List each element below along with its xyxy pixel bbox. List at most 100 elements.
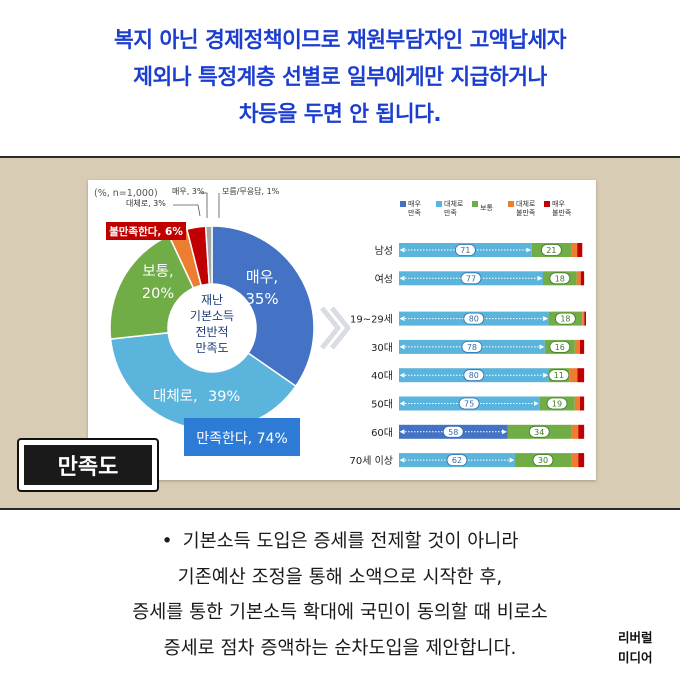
legend-label-4: 불만족	[552, 208, 572, 217]
satisfaction-tag: 만족도	[17, 438, 159, 492]
chevron-right-icon	[320, 306, 351, 350]
bar-satisfied-value: 58	[448, 428, 458, 437]
slice-label-somewhat-dissatisfied: 대체로, 3%	[126, 198, 166, 208]
headline-line-3: 차등을 두면 안 됩니다.	[238, 102, 442, 127]
bar-satisfied-value: 80	[469, 371, 479, 380]
bar-category-label: 여성	[375, 273, 393, 285]
bar-category-label: 남성	[375, 245, 393, 257]
chart-panel: 재난 기본소득 전반적 만족도 (%, n=1,000) 매우, 35% 대체로, 3…	[88, 180, 596, 480]
legend-label-1: 만족	[444, 208, 457, 217]
bar-neutral-pill	[555, 312, 576, 325]
bar-neutral-value: 18	[555, 274, 565, 283]
bar-satisfied-value: 71	[460, 246, 470, 255]
bar-neutral-value: 21	[546, 246, 556, 255]
bar-neutral-value: 18	[560, 315, 570, 324]
slice-label-neutral: 보통,	[142, 264, 173, 280]
headline-line-2: 제외나 특정계층 선별로 일부에게만 지급하거나	[133, 65, 547, 90]
bar-very-dissatisfied	[580, 271, 585, 286]
bar-satisfied-pill	[463, 312, 485, 325]
legend-label-2: 보통	[480, 204, 493, 212]
bullet: •	[161, 531, 173, 552]
slice-value-very-satisfied: 35%	[245, 290, 278, 308]
bar-very-dissatisfied	[577, 368, 585, 383]
brand-logo-line-2: 미디어	[618, 650, 653, 665]
bar-satisfied-pill	[442, 425, 464, 438]
legend-swatch-4	[544, 201, 550, 207]
bar-very-dissatisfied	[578, 453, 585, 468]
donut-center-label: 재난 기본소득 전반적 만족도	[190, 293, 234, 355]
bar-satisfied-value: 62	[452, 456, 462, 465]
bar-neutral-value: 11	[554, 371, 564, 380]
bar-satisfied-value: 80	[469, 315, 479, 324]
bar-satisfied-pill	[446, 454, 468, 467]
sample-note: (%, n=1,000)	[94, 188, 158, 199]
donut-chart	[109, 225, 315, 431]
bar-neutral-value: 30	[538, 456, 548, 465]
body-line-1: • 기본소득 도입은 증세를 전제할 것이 아니라	[0, 524, 680, 560]
donut-hole	[168, 284, 256, 372]
brand-logo-line-1: 리버럴	[618, 630, 653, 645]
bar-very-dissatisfied	[579, 396, 585, 411]
bar-somewhat-dissatisfied	[571, 243, 578, 257]
body-line-2: 기존예산 조정을 통해 소액으로 시작한 후,	[177, 566, 503, 588]
bar-satisfied-pill	[460, 272, 482, 285]
bar-satisfied-pill	[458, 397, 480, 410]
bar-somewhat-dissatisfied	[582, 311, 585, 326]
legend-swatch-3	[508, 201, 514, 207]
satisfaction-tag-label: 만족도	[24, 445, 152, 485]
bar-category-label: 70세 이상	[349, 455, 393, 467]
bar-very-dissatisfied	[584, 311, 586, 326]
donut-center-line: 재난	[201, 293, 223, 307]
dissatisfied-summary-label: 불만족한다, 6%	[109, 225, 183, 238]
donut-center-line: 전반적	[195, 325, 228, 339]
bar-neutral-value: 34	[534, 428, 544, 437]
legend-label-3: 대체로	[516, 200, 536, 208]
bar-neutral-pill	[549, 272, 571, 285]
headline-line-1: 복지 아닌 경제정책이므로 재원부담자인 고액납세자	[113, 28, 567, 53]
bar-satisfied-pill	[454, 244, 476, 256]
legend-label-0: 만족	[408, 208, 421, 217]
bar-category-label: 30대	[371, 342, 393, 354]
satisfied-summary-label: 만족한다, 74%	[196, 431, 288, 447]
bar-somewhat-dissatisfied	[574, 339, 580, 354]
bar-neutral-value: 16	[555, 343, 565, 352]
legend-label-1: 대체로	[444, 200, 464, 208]
bar-somewhat-dissatisfied	[571, 424, 579, 439]
slice-value-neutral: 20%	[142, 286, 174, 302]
bar-category-label: 60대	[371, 427, 393, 439]
legend-label-0: 매우	[408, 200, 421, 208]
legend-label-4: 매우	[552, 200, 565, 208]
slice-label-no-answer: 모름/무응답, 1%	[222, 186, 280, 196]
bar-somewhat-dissatisfied	[571, 453, 579, 468]
bar-neutral-pill	[532, 454, 554, 467]
bar-very-dissatisfied	[579, 339, 585, 354]
bar-category-label: 19~29세	[350, 314, 393, 326]
bar-neutral-pill	[548, 369, 570, 382]
legend-label-3: 불만족	[516, 208, 536, 217]
satisfied-summary-box	[184, 418, 300, 456]
brand-logo: 리버럴 미디어	[618, 628, 674, 668]
body-line-3: 증세를 통한 기본소득 확대에 국민이 동의할 때 비로소	[132, 602, 548, 623]
slice-label-very-dissatisfied: 매우, 3%	[172, 187, 205, 196]
chart-svg: 재난 기본소득 전반적 만족도 (%, n=1,000) 매우, 35% 대체로, 3…	[94, 186, 586, 468]
bar-satisfied-value: 77	[466, 274, 476, 283]
slice-label-somewhat-satisfied: 대체로,	[153, 388, 198, 405]
bar-neutral-pill	[546, 397, 568, 410]
band-top-rule	[0, 156, 680, 158]
bar-category-label: 40대	[371, 370, 393, 382]
stacked-bar-chart: 남성 71 21 여성 77 18 19~29세 80 18 30대 78 16 40대 80 11 50대 7…	[349, 243, 586, 468]
small-slice-leaders	[173, 192, 220, 218]
bar-somewhat-dissatisfied	[574, 396, 580, 411]
bar-somewhat-dissatisfied	[569, 368, 578, 383]
body-line-1-text: 기본소득 도입은 증세를 전제할 것이 아니라	[182, 531, 519, 552]
body-line-4: 증세로 점차 증액하는 순차도입을 제안합니다.	[163, 637, 517, 659]
bar-satisfied-pill	[461, 340, 483, 353]
band-bottom-rule	[0, 508, 680, 510]
bar-very-dissatisfied	[577, 243, 583, 257]
bar-very-dissatisfied	[578, 424, 585, 439]
donut-center-line: 만족도	[195, 341, 228, 355]
legend-swatch-2	[472, 201, 478, 207]
bar-somewhat-dissatisfied	[576, 271, 581, 286]
bar-category-label: 50대	[371, 399, 393, 411]
